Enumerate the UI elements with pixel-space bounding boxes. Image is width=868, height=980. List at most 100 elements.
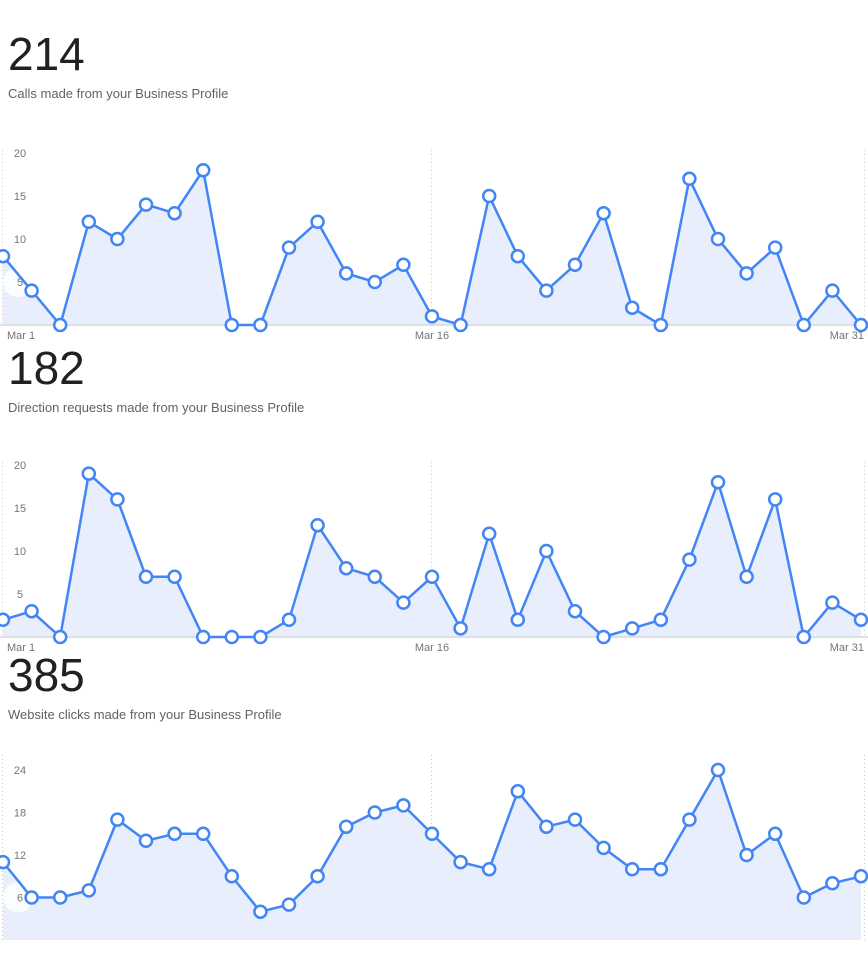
y-axis-tick-label: 18 [14, 808, 26, 820]
data-point-marker[interactable] [481, 526, 497, 542]
data-point-marker[interactable] [224, 629, 240, 645]
data-point-marker[interactable] [52, 317, 68, 333]
data-point-marker[interactable] [682, 812, 697, 827]
data-point-marker[interactable] [0, 248, 11, 264]
data-point-marker[interactable] [138, 833, 154, 849]
data-point-marker[interactable] [195, 629, 211, 645]
data-point-marker[interactable] [110, 812, 125, 827]
data-point-marker[interactable] [81, 883, 97, 898]
data-point-marker[interactable] [481, 188, 497, 204]
data-point-marker[interactable] [710, 474, 726, 490]
data-point-marker[interactable] [624, 300, 640, 316]
data-point-marker[interactable] [24, 283, 39, 298]
website-clicks-total: 385 [8, 649, 85, 701]
data-point-marker[interactable] [853, 869, 868, 884]
data-point-marker[interactable] [710, 762, 726, 778]
data-point-marker[interactable] [596, 840, 611, 856]
data-point-marker[interactable] [853, 612, 868, 628]
data-point-marker[interactable] [281, 897, 297, 912]
data-point-marker[interactable] [253, 904, 268, 919]
data-point-marker[interactable] [367, 805, 383, 820]
data-point-marker[interactable] [539, 543, 554, 559]
data-point-marker[interactable] [739, 569, 754, 585]
data-point-marker[interactable] [138, 569, 154, 585]
data-point-marker[interactable] [338, 266, 354, 281]
data-point-marker[interactable] [567, 257, 583, 273]
data-point-marker[interactable] [367, 569, 383, 585]
data-point-marker[interactable] [224, 317, 240, 333]
data-point-marker[interactable] [653, 861, 669, 877]
data-point-marker[interactable] [739, 847, 754, 863]
data-point-marker[interactable] [281, 240, 297, 255]
data-point-marker[interactable] [167, 205, 182, 221]
data-point-marker[interactable] [424, 569, 440, 585]
data-point-marker[interactable] [167, 569, 182, 585]
data-point-marker[interactable] [281, 612, 297, 628]
data-point-marker[interactable] [596, 629, 611, 645]
data-point-marker[interactable] [539, 283, 554, 298]
data-point-marker[interactable] [195, 162, 211, 178]
data-point-marker[interactable] [224, 869, 240, 884]
data-point-marker[interactable] [424, 826, 440, 842]
data-point-marker[interactable] [396, 595, 411, 610]
data-point-marker[interactable] [767, 492, 783, 507]
data-point-marker[interactable] [825, 283, 840, 298]
data-point-marker[interactable] [510, 784, 526, 799]
data-point-marker[interactable] [710, 231, 726, 247]
y-axis-tick-label: 6 [17, 893, 23, 905]
data-point-marker[interactable] [195, 826, 211, 842]
data-point-marker[interactable] [796, 629, 812, 645]
data-point-marker[interactable] [396, 257, 411, 273]
data-point-marker[interactable] [52, 890, 68, 905]
data-point-marker[interactable] [167, 826, 182, 842]
data-point-marker[interactable] [453, 317, 468, 333]
data-point-marker[interactable] [0, 612, 11, 628]
data-point-marker[interactable] [396, 798, 411, 813]
data-point-marker[interactable] [52, 629, 68, 645]
direction-requests-total: 182 [8, 342, 85, 394]
data-point-marker[interactable] [24, 890, 39, 905]
data-point-marker[interactable] [796, 890, 812, 905]
data-point-marker[interactable] [110, 231, 125, 247]
data-point-marker[interactable] [481, 861, 497, 877]
data-point-marker[interactable] [825, 595, 840, 610]
data-point-marker[interactable] [567, 603, 583, 619]
data-point-marker[interactable] [596, 205, 611, 221]
data-point-marker[interactable] [253, 317, 268, 333]
data-point-marker[interactable] [310, 214, 325, 230]
data-point-marker[interactable] [510, 248, 526, 264]
calls-chart: 5 10 15 20 Mar 1 Mar 16 Mar 31 [0, 148, 868, 342]
data-point-marker[interactable] [567, 812, 583, 827]
data-point-marker[interactable] [624, 621, 640, 636]
data-point-marker[interactable] [81, 214, 97, 230]
data-point-marker[interactable] [510, 612, 526, 628]
data-point-marker[interactable] [682, 552, 697, 567]
data-point-marker[interactable] [653, 612, 669, 628]
data-point-marker[interactable] [424, 309, 440, 324]
website-clicks-subtitle: Website clicks made from your Business P… [8, 707, 282, 722]
data-point-marker[interactable] [682, 171, 697, 187]
data-point-marker[interactable] [653, 317, 669, 333]
data-point-marker[interactable] [767, 826, 783, 842]
data-point-marker[interactable] [110, 492, 125, 507]
data-point-marker[interactable] [310, 869, 325, 884]
y-axis-tick-label: 20 [14, 460, 26, 472]
data-point-marker[interactable] [338, 819, 354, 834]
data-point-marker[interactable] [81, 466, 97, 481]
data-point-marker[interactable] [367, 274, 383, 290]
data-point-marker[interactable] [453, 621, 468, 636]
data-point-marker[interactable] [253, 629, 268, 645]
data-point-marker[interactable] [338, 560, 354, 576]
data-point-marker[interactable] [825, 876, 840, 891]
data-point-marker[interactable] [767, 240, 783, 255]
data-point-marker[interactable] [0, 854, 11, 870]
data-point-marker[interactable] [739, 266, 754, 281]
data-point-marker[interactable] [853, 317, 868, 333]
data-point-marker[interactable] [138, 197, 154, 212]
data-point-marker[interactable] [796, 317, 812, 333]
data-point-marker[interactable] [310, 517, 325, 533]
data-point-marker[interactable] [539, 819, 554, 834]
data-point-marker[interactable] [24, 603, 39, 619]
data-point-marker[interactable] [624, 861, 640, 877]
data-point-marker[interactable] [453, 854, 468, 870]
